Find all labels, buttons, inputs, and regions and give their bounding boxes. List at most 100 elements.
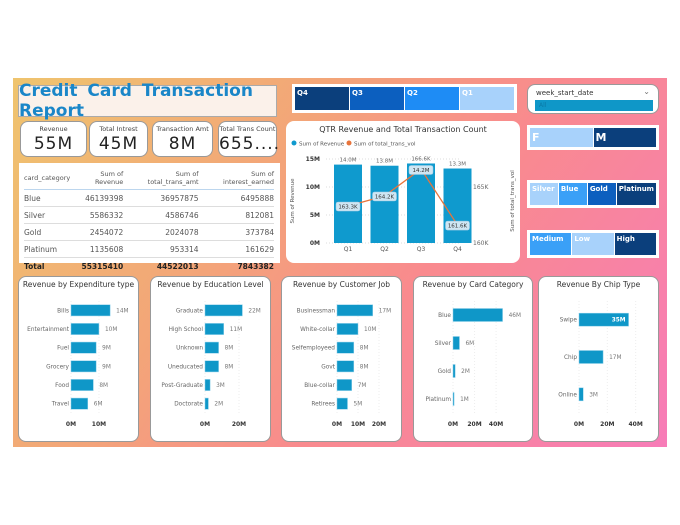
slicer-item-q1[interactable]: Q1 <box>460 87 514 110</box>
data-label: 10M <box>105 327 117 333</box>
table-cell: 7843382 <box>198 257 274 274</box>
x-tick-label: Q2 <box>380 246 389 253</box>
bar-chart-svg: 0M 20M 40M Blue 46M Silver 6M Gold 2M Platinum 1M <box>425 301 521 428</box>
category-label: White-collar <box>300 327 335 333</box>
table-cell: 44522013 <box>123 257 199 274</box>
table-row[interactable]: Silver 5586332 4586746 812081 <box>24 206 274 224</box>
table-row[interactable]: Platinum 1135608 953314 161629 <box>24 240 274 258</box>
combo-chart-svg: QTR Revenue and Total Transaction Count S… <box>290 125 516 253</box>
table-cell: 4586746 <box>123 206 199 224</box>
kpi-value: 45M <box>98 134 139 154</box>
category-label: Doctorate <box>174 402 203 408</box>
slicer-item-q4[interactable]: Q4 <box>295 87 349 110</box>
data-label: 14.0M <box>340 158 357 164</box>
kpi-transaction-amt: Transaction Amt 8M <box>152 121 213 157</box>
data-label: 2M <box>461 369 470 375</box>
bar <box>578 387 584 402</box>
table-cell: Blue <box>24 189 71 207</box>
slicer-item-q2[interactable]: Q2 <box>405 87 459 110</box>
x-tick-label: 0M <box>332 421 342 428</box>
chart-title: QTR Revenue and Total Transaction Count <box>319 125 487 134</box>
data-label: 2M <box>214 402 223 408</box>
bar <box>336 379 352 391</box>
legend-label: Sum of total_trans_vol <box>354 142 416 148</box>
data-label: 17M <box>379 308 391 314</box>
data-label: 10M <box>364 327 376 333</box>
slicer-item-low[interactable]: Low <box>572 233 614 255</box>
column-header[interactable]: card_category <box>24 167 71 190</box>
data-label: 8M <box>225 346 234 352</box>
x-tick-label: 40M <box>628 421 642 428</box>
bar <box>452 308 503 322</box>
table-total-row: Total 55315410 44522013 7843382 <box>24 257 274 274</box>
revenue-bar <box>443 168 472 243</box>
slicer-item-medium[interactable]: Medium <box>530 233 572 255</box>
y2-tick-label: 160K <box>473 240 489 247</box>
bar <box>70 341 97 354</box>
table-row[interactable]: Gold 2454072 2024078 373784 <box>24 223 274 241</box>
slicer-item-high[interactable]: High <box>614 233 656 255</box>
x-tick-label: 40M <box>489 421 503 428</box>
table-cell: 36957875 <box>123 189 199 207</box>
qtr-combo-chart: QTR Revenue and Total Transaction Count S… <box>286 121 520 263</box>
table-row[interactable]: Blue 46139398 36957875 6495888 <box>24 189 274 207</box>
week-start-date-slicer: week_start_date ⌄ All <box>527 84 659 114</box>
x-tick-label: 20M <box>372 421 386 428</box>
category-label: Grocery <box>46 364 69 370</box>
data-label: 8M <box>360 346 369 352</box>
column-header[interactable]: Sum of Revenue <box>70 167 124 190</box>
bar <box>70 379 94 391</box>
data-label: 3M <box>589 392 598 398</box>
data-label: 161.6K <box>448 224 468 230</box>
slicer-item-gold[interactable]: Gold <box>587 183 616 205</box>
kpi-interest: Total Intrest 45M <box>89 121 148 157</box>
slicer-item-f[interactable]: F <box>530 128 593 147</box>
education-chart: Revenue by Education Level 0M 20M Graduate 2… <box>150 276 271 442</box>
y2-axis-label: Sum of total_trans_vol <box>510 170 516 232</box>
category-label: Fuel <box>57 346 69 352</box>
bar-chart-svg: 0M 10M 20M Businessman 17M White-collar 10M Sel… <box>292 301 391 428</box>
data-label: 8M <box>225 364 234 370</box>
card-category-chart: Revenue by Card Category 0M 20M 40M Blue 46M S… <box>413 276 533 442</box>
category-label: Uneducated <box>168 364 203 370</box>
category-label: Unknown <box>176 346 203 352</box>
chevron-down-icon[interactable]: ⌄ <box>643 87 650 96</box>
table-cell: 55315410 <box>70 257 124 274</box>
chart-title: Revenue by Education Level <box>157 280 264 289</box>
chart-title: Revenue By Chip Type <box>556 280 641 289</box>
category-label: Chip <box>564 355 577 361</box>
slicer-item-platinum[interactable]: Platinum <box>616 183 656 205</box>
bar <box>204 379 211 391</box>
x-tick-label: 0M <box>66 421 76 428</box>
slicer-item-silver[interactable]: Silver <box>530 183 558 205</box>
x-tick-label: Q4 <box>453 246 462 253</box>
column-header[interactable]: Sum of interest_earned <box>198 167 274 190</box>
bar <box>452 364 456 378</box>
data-label: 5M <box>354 402 363 408</box>
data-label: 166.6K <box>411 156 431 162</box>
data-label: 8M <box>360 364 369 370</box>
y-tick-label: 10M <box>306 184 320 191</box>
bar <box>452 336 460 350</box>
slicer-item-blue[interactable]: Blue <box>558 183 587 205</box>
bar <box>336 341 355 354</box>
bar-chart-svg: 0M 20M Graduate 22M High School 11M Unknown 8M U… <box>161 301 261 428</box>
data-label: 35M <box>612 318 626 324</box>
data-label: 8M <box>99 383 108 389</box>
column-header[interactable]: Sum of total_trans_amt <box>123 167 199 190</box>
data-label: 46M <box>509 313 521 319</box>
category-label: Blue-collar <box>304 383 335 389</box>
x-tick-label: 0M <box>448 421 458 428</box>
bar <box>336 360 355 373</box>
category-label: Travel <box>51 402 70 408</box>
table-cell: Total <box>24 257 71 274</box>
slicer-item-q3[interactable]: Q3 <box>350 87 404 110</box>
slicer-item-m[interactable]: M <box>593 128 656 147</box>
category-label: Govt <box>321 364 335 370</box>
date-dropdown[interactable]: All <box>535 100 653 111</box>
x-tick-label: Q3 <box>417 246 426 253</box>
bar <box>204 341 219 354</box>
kpi-value: 655.... <box>219 134 281 154</box>
table-cell: 1135608 <box>70 240 124 258</box>
kpi-revenue: Revenue 55M <box>20 121 87 157</box>
